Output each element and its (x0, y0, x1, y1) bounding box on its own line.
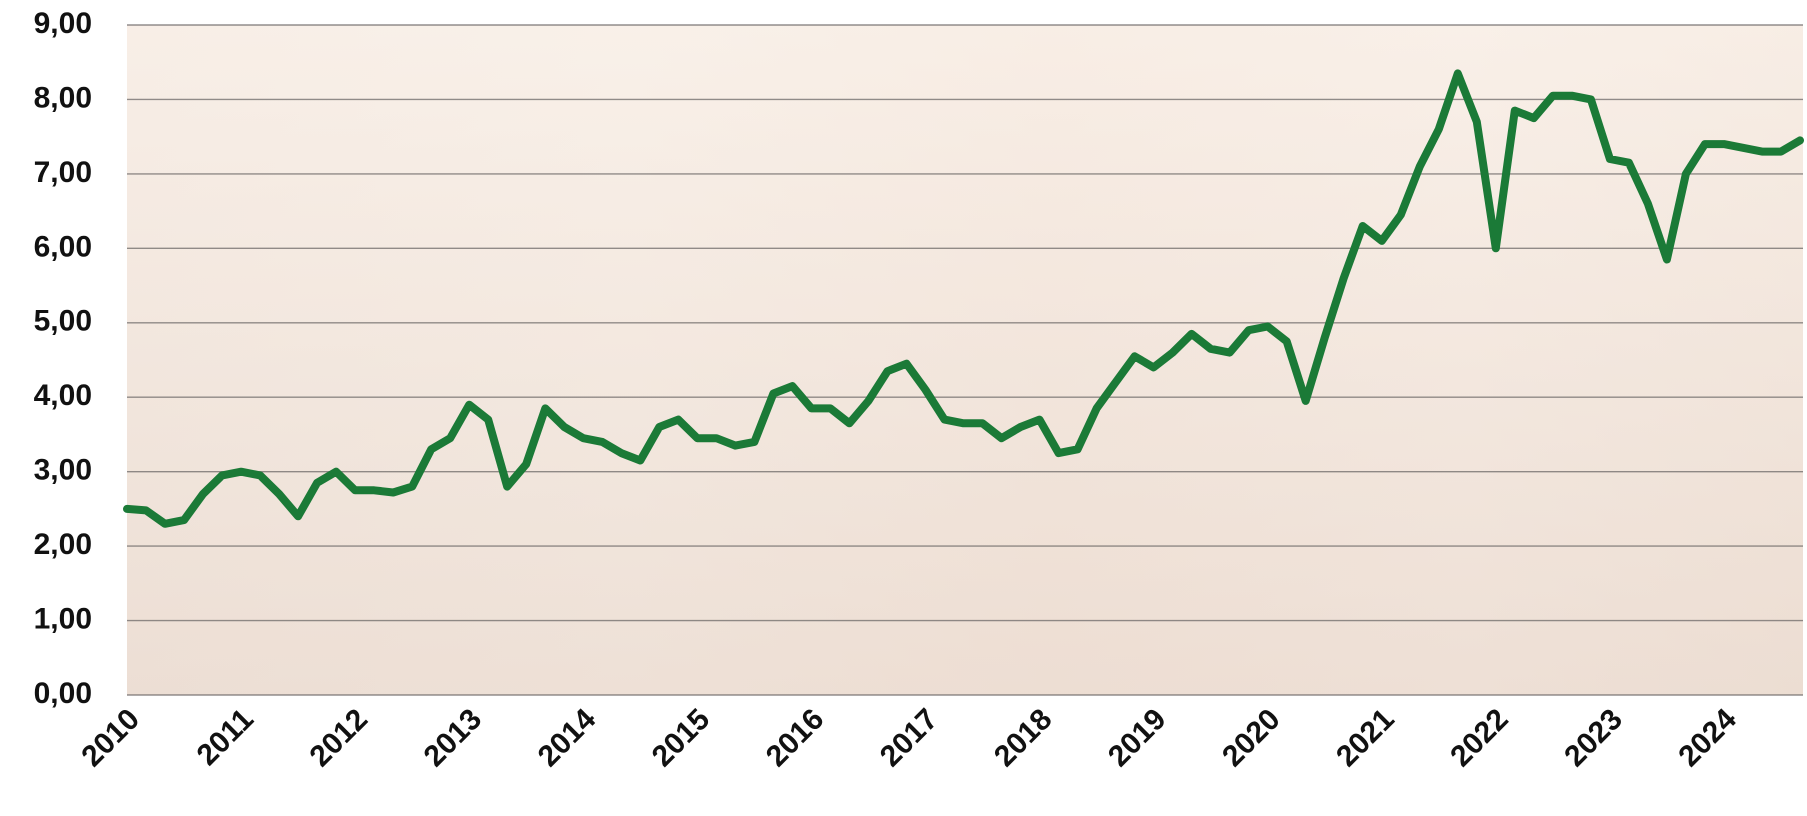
data-line (123, 69, 1804, 528)
x-tick-label: 2013 (418, 703, 489, 774)
x-tick-label: 2012 (304, 703, 375, 774)
x-tick-label: 2017 (874, 703, 945, 774)
y-tick-label: 1,00 (34, 602, 92, 635)
x-tick-label: 2014 (532, 702, 603, 773)
x-tick-label: 2023 (1558, 703, 1629, 774)
x-tick-label: 2011 (191, 703, 260, 772)
y-tick-label: 0,00 (34, 677, 92, 710)
x-tick-label: 2020 (1216, 703, 1287, 774)
y-tick-label: 8,00 (34, 81, 92, 114)
y-tick-label: 2,00 (34, 528, 92, 561)
y-tick-label: 6,00 (34, 230, 92, 263)
x-tick-label: 2024 (1672, 702, 1743, 773)
x-tick-label: 2021 (1330, 703, 1401, 774)
x-tick-label: 2015 (646, 703, 717, 774)
x-tick-label: 2022 (1444, 703, 1515, 774)
x-tick-label: 2010 (75, 703, 146, 774)
y-tick-label: 5,00 (34, 305, 92, 338)
x-tick-label: 2018 (988, 703, 1059, 774)
y-tick-label: 3,00 (34, 454, 92, 487)
y-tick-label: 7,00 (34, 156, 92, 189)
y-tick-label: 4,00 (34, 379, 92, 412)
y-tick-label: 9,00 (34, 7, 92, 40)
plot-shade (127, 25, 1803, 695)
x-tick-label: 2016 (760, 703, 831, 774)
x-tick-label: 2019 (1102, 703, 1173, 774)
